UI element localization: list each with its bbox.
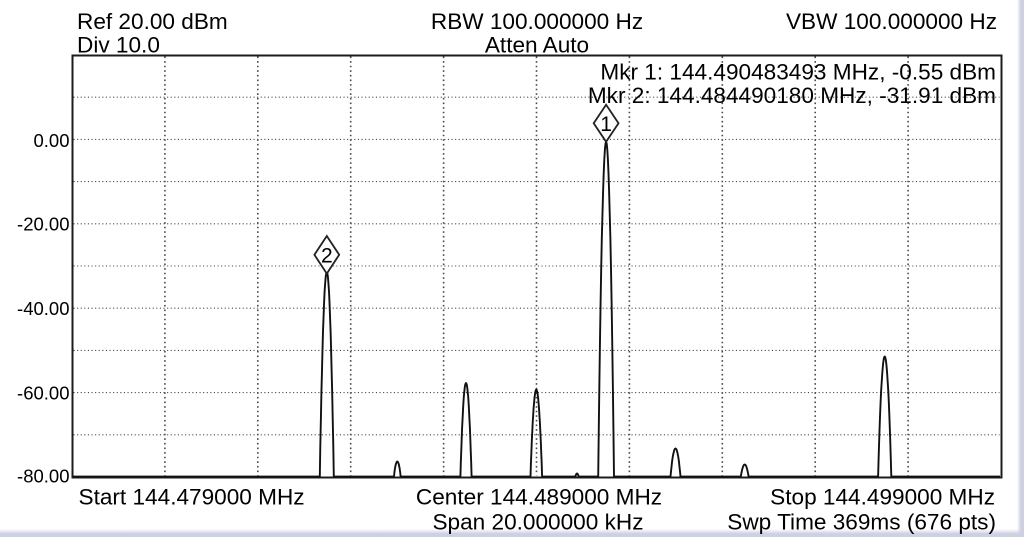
svg-text:Swp Time 369ms (676 pts): Swp Time 369ms (676 pts) (727, 509, 996, 534)
svg-text:2: 2 (321, 245, 333, 268)
svg-text:Div 10.0: Div 10.0 (77, 33, 160, 58)
svg-text:-20.00: -20.00 (17, 214, 69, 235)
svg-text:Mkr 2: 144.484490180 MHz, -31.: Mkr 2: 144.484490180 MHz, -31.91 dBm (588, 83, 996, 108)
svg-text:Center 144.489000 MHz: Center 144.489000 MHz (416, 485, 662, 510)
svg-text:-60.00: -60.00 (17, 382, 69, 403)
svg-text:Span 20.000000 kHz: Span 20.000000 kHz (432, 509, 643, 534)
svg-text:1: 1 (600, 113, 612, 136)
svg-text:-80.00: -80.00 (17, 465, 69, 486)
svg-text:Ref 20.00 dBm: Ref 20.00 dBm (77, 9, 228, 34)
svg-text:RBW 100.000000 Hz: RBW 100.000000 Hz (431, 9, 643, 34)
svg-text:VBW 100.000000 Hz: VBW 100.000000 Hz (786, 9, 997, 34)
svg-text:Mkr 1: 144.490483493 MHz, -0.5: Mkr 1: 144.490483493 MHz, -0.55 dBm (600, 60, 996, 85)
svg-text:0.00: 0.00 (33, 130, 69, 151)
svg-text:Atten Auto: Atten Auto (485, 33, 589, 58)
svg-text:Stop 144.499000 MHz: Stop 144.499000 MHz (770, 485, 995, 510)
svg-text:-40.00: -40.00 (17, 298, 69, 319)
svg-text:Start 144.479000 MHz: Start 144.479000 MHz (79, 485, 305, 510)
